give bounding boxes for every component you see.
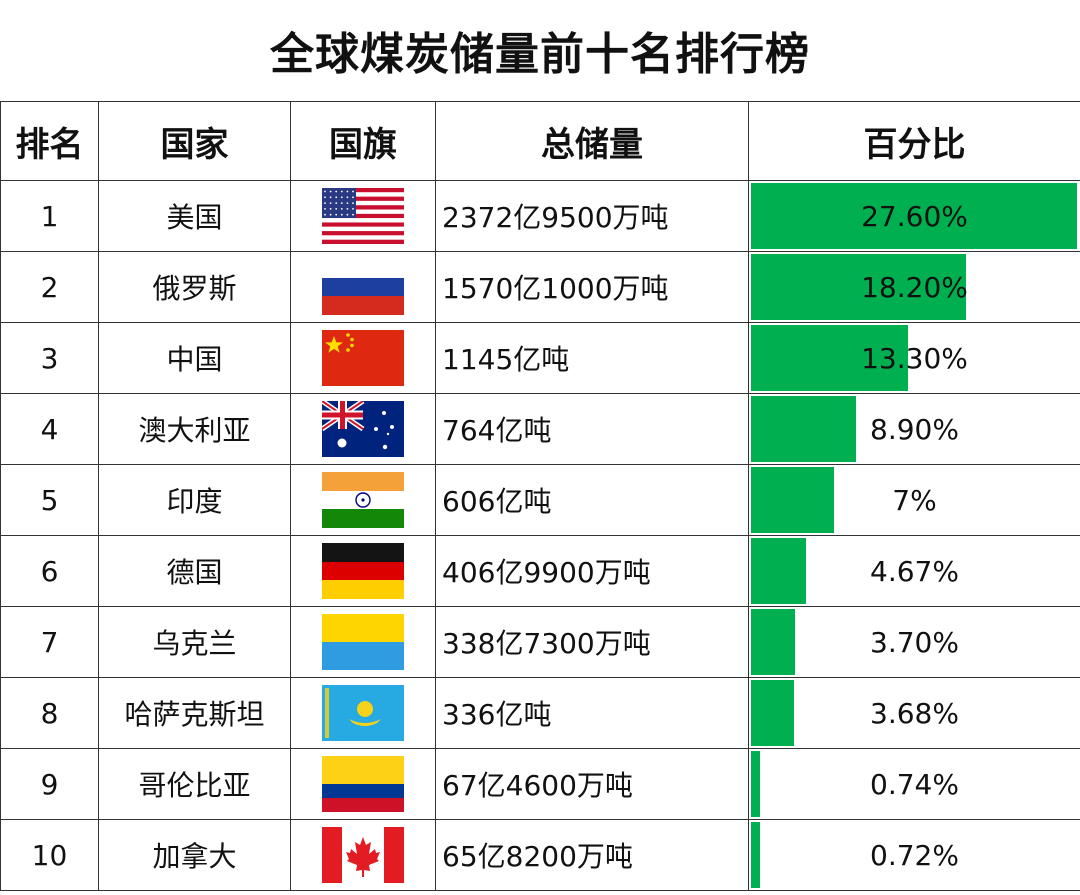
usa-flag-icon	[322, 188, 404, 244]
rank-cell: 6	[0, 535, 99, 607]
flag-cell	[290, 393, 436, 465]
india-flag-icon	[322, 472, 404, 528]
country-cell: 加拿大	[98, 819, 291, 891]
germany-flag-icon	[322, 543, 404, 599]
percent-bar	[751, 396, 856, 462]
total-cell: 406亿9900万吨	[435, 535, 749, 607]
rank-cell: 4	[0, 393, 99, 465]
percent-cell: 27.60%	[748, 180, 1080, 252]
flag-cell	[290, 748, 436, 820]
coal-reserves-table: 排名 国家 国旗 总储量 百分比 1 美国 2372亿9500万吨 27.60% 2 俄罗…	[0, 101, 1080, 891]
total-cell: 338亿7300万吨	[435, 606, 749, 678]
rank-cell: 9	[0, 748, 99, 820]
total-cell: 606亿吨	[435, 464, 749, 536]
percent-bar	[751, 538, 806, 604]
colombia-flag-icon	[322, 756, 404, 812]
percent-cell: 13.30%	[748, 322, 1080, 394]
total-cell: 1145亿吨	[435, 322, 749, 394]
rank-cell: 2	[0, 251, 99, 323]
flag-cell	[290, 819, 436, 891]
percent-cell: 18.20%	[748, 251, 1080, 323]
country-cell: 乌克兰	[98, 606, 291, 678]
table-row: 5 印度 606亿吨 7%	[0, 464, 1080, 536]
percent-cell: 4.67%	[748, 535, 1080, 607]
flag-cell	[290, 322, 436, 394]
flag-cell	[290, 251, 436, 323]
table-row: 10 加拿大 65亿8200万吨 0.72%	[0, 819, 1080, 891]
percent-cell: 8.90%	[748, 393, 1080, 465]
canada-flag-icon	[322, 827, 404, 883]
table-row: 8 哈萨克斯坦 336亿吨 3.68%	[0, 677, 1080, 749]
percent-bar	[751, 822, 760, 888]
rank-cell: 3	[0, 322, 99, 394]
country-cell: 哥伦比亚	[98, 748, 291, 820]
percent-label: 13.30%	[861, 341, 968, 375]
header-rank: 排名	[0, 101, 99, 181]
percent-label: 8.90%	[870, 412, 959, 446]
percent-label: 18.20%	[861, 270, 968, 304]
percent-cell: 3.70%	[748, 606, 1080, 678]
country-cell: 俄罗斯	[98, 251, 291, 323]
header-row: 排名 国家 国旗 总储量 百分比	[0, 101, 1080, 181]
flag-cell	[290, 535, 436, 607]
total-cell: 764亿吨	[435, 393, 749, 465]
rank-cell: 5	[0, 464, 99, 536]
rank-cell: 8	[0, 677, 99, 749]
kazakhstan-flag-icon	[322, 685, 404, 741]
percent-label: 27.60%	[861, 199, 968, 233]
country-cell: 哈萨克斯坦	[98, 677, 291, 749]
percent-cell: 0.74%	[748, 748, 1080, 820]
percent-bar	[751, 183, 1077, 249]
country-cell: 德国	[98, 535, 291, 607]
total-cell: 65亿8200万吨	[435, 819, 749, 891]
percent-cell: 0.72%	[748, 819, 1080, 891]
country-cell: 美国	[98, 180, 291, 252]
total-cell: 2372亿9500万吨	[435, 180, 749, 252]
australia-flag-icon	[322, 401, 404, 457]
percent-label: 0.74%	[870, 767, 959, 801]
flag-cell	[290, 180, 436, 252]
percent-bar	[751, 254, 966, 320]
percent-label: 4.67%	[870, 554, 959, 588]
percent-bar	[751, 680, 794, 746]
percent-label: 3.68%	[870, 696, 959, 730]
flag-cell	[290, 606, 436, 678]
percent-cell: 7%	[748, 464, 1080, 536]
percent-bar	[751, 467, 834, 533]
header-total: 总储量	[435, 101, 749, 181]
rank-cell: 1	[0, 180, 99, 252]
ukraine-flag-icon	[322, 614, 404, 670]
percent-bar	[751, 751, 760, 817]
rank-cell: 7	[0, 606, 99, 678]
page-title: 全球煤炭储量前十名排行榜	[270, 29, 810, 80]
china-flag-icon	[322, 330, 404, 386]
header-country: 国家	[98, 101, 291, 181]
total-cell: 336亿吨	[435, 677, 749, 749]
percent-bar	[751, 325, 908, 391]
percent-label: 0.72%	[870, 838, 959, 872]
table-row: 9 哥伦比亚 67亿4600万吨 0.74%	[0, 748, 1080, 820]
country-cell: 澳大利亚	[98, 393, 291, 465]
flag-cell	[290, 464, 436, 536]
header-flag: 国旗	[290, 101, 436, 181]
table-row: 7 乌克兰 338亿7300万吨 3.70%	[0, 606, 1080, 678]
country-cell: 印度	[98, 464, 291, 536]
table-row: 6 德国 406亿9900万吨 4.67%	[0, 535, 1080, 607]
russia-flag-icon	[322, 259, 404, 315]
table-row: 1 美国 2372亿9500万吨 27.60%	[0, 180, 1080, 252]
country-cell: 中国	[98, 322, 291, 394]
table-row: 4 澳大利亚 764亿吨 8.90%	[0, 393, 1080, 465]
rank-cell: 10	[0, 819, 99, 891]
table-row: 2 俄罗斯 1570亿1000万吨 18.20%	[0, 251, 1080, 323]
header-percent: 百分比	[748, 101, 1080, 181]
percent-label: 7%	[892, 483, 937, 517]
percent-label: 3.70%	[870, 625, 959, 659]
percent-cell: 3.68%	[748, 677, 1080, 749]
total-cell: 67亿4600万吨	[435, 748, 749, 820]
percent-bar	[751, 609, 795, 675]
total-cell: 1570亿1000万吨	[435, 251, 749, 323]
flag-cell	[290, 677, 436, 749]
table-row: 3 中国 1145亿吨 13.30%	[0, 322, 1080, 394]
